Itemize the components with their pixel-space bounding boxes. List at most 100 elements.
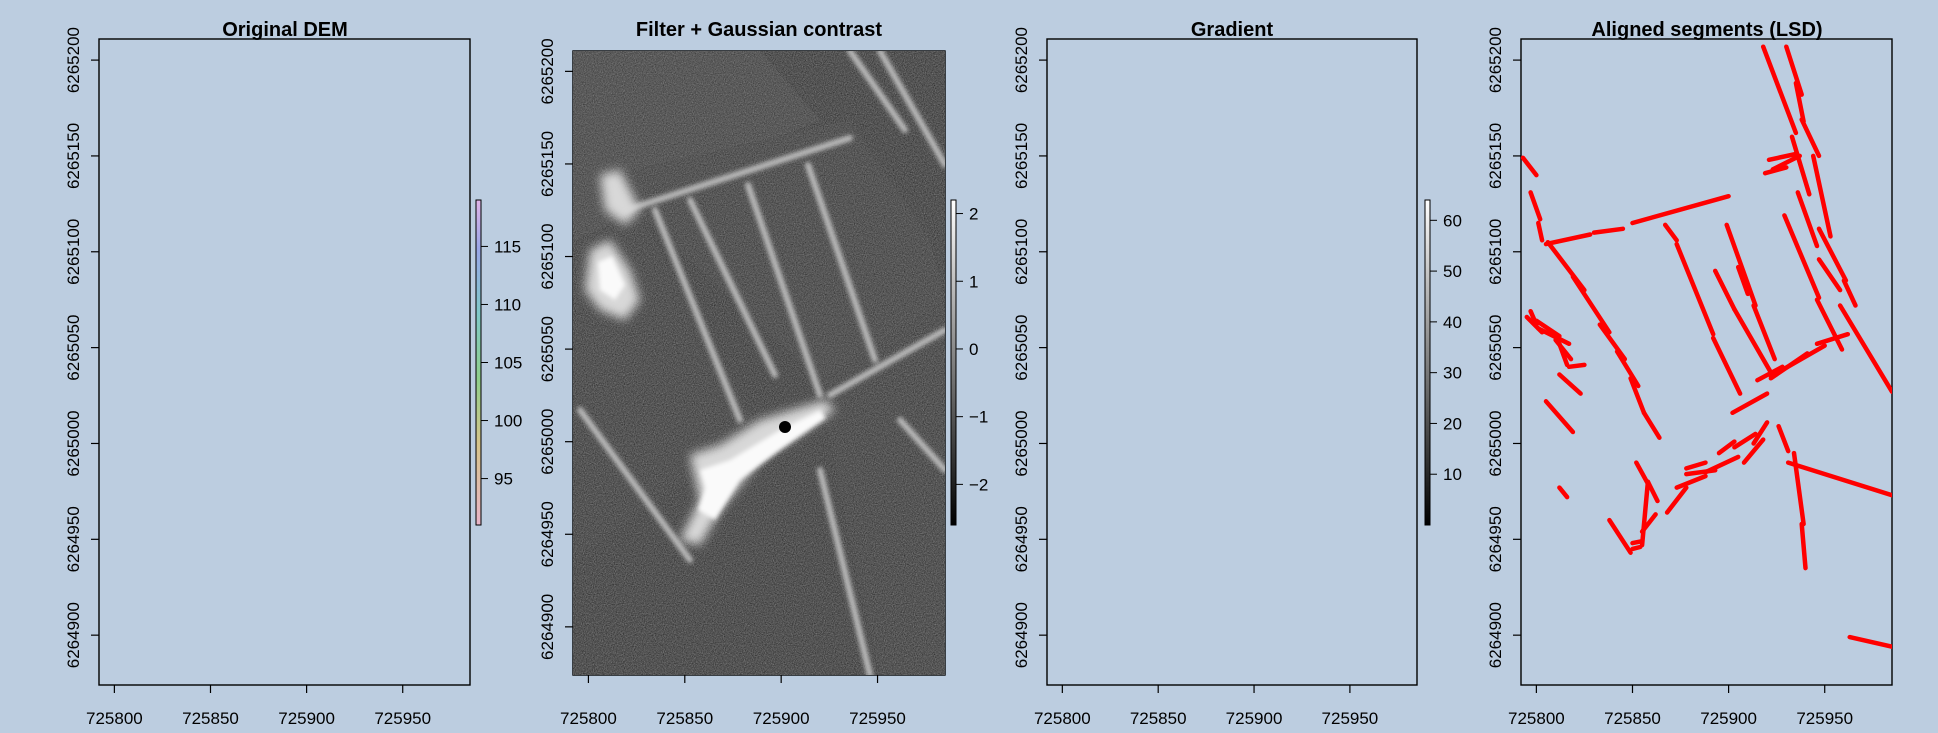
panel-title: Original DEM — [222, 19, 348, 41]
colorbar-tick-label: 60 — [1443, 211, 1462, 230]
colorbar-tick-label: 115 — [494, 237, 521, 256]
y-tick-label: 6264900 — [1012, 602, 1031, 668]
lsd-segment — [1639, 479, 1651, 548]
plot-frame — [1046, 38, 1418, 686]
y-tick-label: 6265050 — [1486, 315, 1505, 381]
lsd-segment — [1614, 349, 1641, 389]
lsd-segment — [1735, 264, 1751, 297]
colorbar-tick-label: 100 — [494, 412, 522, 431]
lsd-segment — [1814, 297, 1845, 352]
y-tick-label: 6265150 — [1012, 123, 1031, 189]
y-tick-label: 6265200 — [538, 38, 557, 104]
lsd-segment — [1536, 326, 1572, 347]
lsd-segment — [1776, 423, 1791, 454]
lsd-segment — [1730, 391, 1770, 416]
plot-frame — [1520, 38, 1893, 686]
y-tick-label: 6265050 — [538, 316, 557, 382]
colorbar-tick-label: 20 — [1443, 414, 1462, 433]
lsd-segment — [1543, 232, 1593, 247]
lsd-segment — [1724, 222, 1758, 308]
lsd-segment — [1816, 257, 1843, 293]
x-tick-label: 725900 — [753, 709, 810, 728]
lsd-segment — [1703, 454, 1741, 475]
lsd-segment — [1789, 134, 1812, 197]
lsd-segment — [1768, 351, 1810, 381]
panel-1: Original DEM 725800 725850 725900 725950 6265… — [64, 19, 471, 728]
x-tick-label: 725950 — [1796, 709, 1853, 728]
colorbar-tick-label: 2 — [969, 205, 978, 224]
lsd-segment — [1664, 485, 1689, 515]
lsd-segment — [1674, 241, 1716, 337]
lsd-segment — [1814, 331, 1851, 347]
y-tick-label: 6264950 — [64, 506, 83, 572]
x-tick-label: 725850 — [1130, 709, 1187, 728]
lsd-segment — [1566, 362, 1587, 370]
colorbar-tick-label: −2 — [969, 475, 988, 494]
y-tick-label: 6265000 — [538, 409, 557, 475]
colorbar-tick-label: 0 — [969, 340, 978, 359]
y-tick-label: 6265000 — [1486, 410, 1505, 476]
lsd-segment — [1847, 634, 1892, 649]
lsd-segment — [1760, 44, 1799, 136]
lsd-segment — [1795, 190, 1820, 249]
lsd-segment — [1793, 80, 1806, 124]
lsd-segment — [1799, 521, 1808, 571]
lsd-segment — [1710, 335, 1743, 396]
lsd-segment — [1755, 364, 1785, 383]
x-tick-label: 725800 — [560, 709, 617, 728]
lsd-segment — [1607, 517, 1633, 555]
lsd-segment — [1543, 399, 1576, 435]
x-tick-label: 725900 — [278, 709, 335, 728]
y-tick-label: 6265200 — [1012, 27, 1031, 93]
lsd-segment — [1630, 193, 1731, 226]
lsd-segment — [1534, 318, 1562, 339]
lsd-segment — [1536, 220, 1545, 243]
y-tick-label: 6264900 — [538, 594, 557, 660]
lsd-segment — [1557, 372, 1583, 396]
lsd-segment — [1751, 303, 1777, 362]
panel-4: Aligned segments (LSD) 725800 725850 725900… — [1486, 19, 1893, 728]
lsd-segment — [1528, 190, 1543, 222]
lsd-segment — [1751, 420, 1770, 446]
x-tick-label: 725800 — [1508, 709, 1565, 728]
filtered-raster — [573, 51, 945, 675]
lsd-segment — [1799, 117, 1822, 159]
x-tick-label: 725850 — [182, 709, 239, 728]
lsd-segment — [1810, 153, 1833, 239]
y-tick-label: 6265150 — [538, 131, 557, 197]
y-tick-label: 6264900 — [1486, 602, 1505, 668]
y-tick-label: 6265050 — [64, 315, 83, 381]
y-tick-label: 6264950 — [1486, 506, 1505, 572]
panel-3: Gradient 725800 725850 725900 725950 6265200 6… — [1012, 19, 1418, 728]
colorbar-tick-label: 95 — [494, 470, 513, 489]
y-tick-label: 6265000 — [1012, 410, 1031, 476]
x-tick-label: 725900 — [1700, 709, 1757, 728]
y-tick-label: 6264900 — [64, 602, 83, 668]
colorbar-tick-label: 30 — [1443, 364, 1462, 383]
lsd-segment — [1591, 226, 1626, 235]
x-tick-label: 725850 — [1604, 709, 1661, 728]
y-tick-label: 6265100 — [64, 219, 83, 285]
y-tick-label: 6265050 — [1012, 315, 1031, 381]
lsd-segment — [1837, 303, 1892, 394]
colorbar-tick-label: −1 — [969, 408, 988, 427]
lsd-segment — [1716, 439, 1737, 456]
lsd-segment — [1557, 485, 1570, 500]
x-tick-label: 725950 — [374, 709, 431, 728]
lsd-segment — [1816, 226, 1849, 283]
x-tick-label: 725950 — [849, 709, 906, 728]
lsd-segment — [1674, 473, 1708, 490]
lsd-segment — [1684, 460, 1708, 471]
lsd-segment — [1628, 376, 1647, 416]
lsd-segment — [1841, 278, 1858, 308]
colorbar-tick-label: 40 — [1443, 313, 1462, 332]
x-tick-label: 725850 — [656, 709, 713, 728]
colorbar-tick-label: 105 — [494, 354, 522, 373]
lsd-segment — [1766, 151, 1799, 163]
y-tick-label: 6264950 — [1012, 506, 1031, 572]
panel-title: Gradient — [1191, 19, 1274, 41]
y-tick-label: 6265150 — [1486, 123, 1505, 189]
y-tick-label: 6265150 — [64, 123, 83, 189]
x-tick-label: 725950 — [1322, 709, 1379, 728]
lsd-segment — [1732, 307, 1774, 375]
